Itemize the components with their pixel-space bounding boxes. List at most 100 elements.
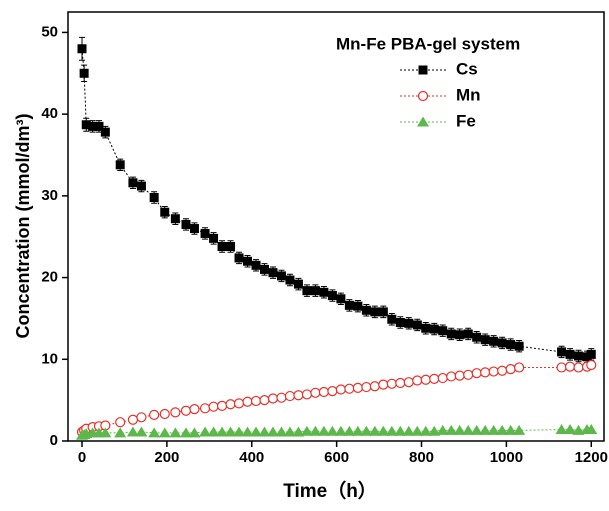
data-point xyxy=(126,426,139,437)
data-point xyxy=(378,307,388,317)
legend-label: Cs xyxy=(456,59,478,78)
data-point xyxy=(242,396,253,407)
data-point xyxy=(446,329,456,339)
data-point xyxy=(489,336,499,346)
y-tick-label: 40 xyxy=(41,105,58,122)
data-point xyxy=(480,335,490,345)
data-point xyxy=(318,386,330,398)
data-point xyxy=(233,426,246,437)
x-axis-title: Time（h） xyxy=(283,479,377,502)
data-point xyxy=(148,427,161,438)
data-point xyxy=(158,427,171,438)
data-point xyxy=(555,424,568,435)
y-tick-label: 30 xyxy=(41,187,58,204)
data-point xyxy=(319,287,329,297)
x-tick-label: 0 xyxy=(78,449,86,466)
y-tick-label: 0 xyxy=(50,432,58,449)
data-point xyxy=(170,214,180,224)
data-point xyxy=(487,424,500,435)
data-point xyxy=(224,426,237,437)
data-point xyxy=(377,425,390,436)
data-point xyxy=(472,332,482,342)
data-point xyxy=(127,414,139,425)
data-point xyxy=(94,121,104,131)
data-point xyxy=(160,207,170,217)
data-point xyxy=(334,425,347,436)
data-point xyxy=(179,427,192,438)
data-point xyxy=(284,390,296,402)
data-point xyxy=(497,338,507,348)
data-point xyxy=(370,307,380,317)
data-point xyxy=(514,362,525,373)
data-point xyxy=(199,426,212,437)
data-point xyxy=(276,392,287,403)
data-point xyxy=(135,426,148,437)
data-point xyxy=(395,318,405,328)
data-point xyxy=(208,401,219,412)
y-tick-label: 20 xyxy=(41,269,58,286)
data-point xyxy=(310,387,321,398)
data-point xyxy=(344,300,354,310)
data-point xyxy=(293,390,304,401)
data-point xyxy=(445,424,458,435)
data-point xyxy=(404,318,414,328)
data-point xyxy=(361,381,372,393)
data-point xyxy=(585,424,598,435)
data-point xyxy=(574,351,584,361)
y-tick-label: 10 xyxy=(41,350,58,367)
data-point xyxy=(352,382,363,393)
data-point xyxy=(453,424,466,435)
data-point xyxy=(378,379,389,390)
data-point xyxy=(412,320,422,330)
data-point xyxy=(336,294,346,304)
x-tick-label: 800 xyxy=(409,449,434,466)
data-point xyxy=(300,425,313,436)
legend-label: Mn xyxy=(456,85,481,104)
data-point xyxy=(557,347,567,357)
data-point xyxy=(488,366,499,377)
x-tick-label: 1200 xyxy=(575,449,608,466)
data-point xyxy=(233,398,245,409)
data-point xyxy=(188,427,201,438)
legend-label: Fe xyxy=(456,111,476,130)
data-point xyxy=(100,127,110,137)
data-point xyxy=(149,192,159,202)
x-tick-label: 600 xyxy=(324,449,349,466)
data-point xyxy=(266,426,279,437)
data-point xyxy=(217,242,227,252)
data-point xyxy=(276,271,286,281)
data-point xyxy=(216,426,229,437)
legend-marker xyxy=(417,116,429,127)
data-point xyxy=(360,425,373,436)
data-point xyxy=(586,359,597,371)
data-point xyxy=(251,260,261,270)
data-point xyxy=(421,323,431,333)
data-point xyxy=(149,409,160,420)
data-point xyxy=(463,329,473,339)
series-line xyxy=(81,364,592,433)
data-point xyxy=(454,370,465,381)
data-point xyxy=(327,386,338,397)
data-point xyxy=(216,400,228,411)
data-point xyxy=(189,404,200,415)
data-point xyxy=(259,264,269,274)
data-point xyxy=(326,425,339,436)
data-point xyxy=(327,291,337,301)
data-point xyxy=(259,395,270,406)
data-point xyxy=(115,160,125,170)
data-point xyxy=(480,367,491,378)
data-point xyxy=(586,349,596,359)
data-point xyxy=(411,425,424,436)
data-point xyxy=(419,425,432,436)
data-point xyxy=(455,330,465,340)
data-point xyxy=(572,424,585,435)
data-point xyxy=(344,383,355,394)
data-point xyxy=(497,365,508,376)
data-point xyxy=(250,426,263,437)
data-point xyxy=(556,362,567,373)
data-point xyxy=(81,120,91,130)
data-point xyxy=(514,341,524,351)
plot-frame xyxy=(67,11,605,442)
data-point xyxy=(446,371,457,382)
